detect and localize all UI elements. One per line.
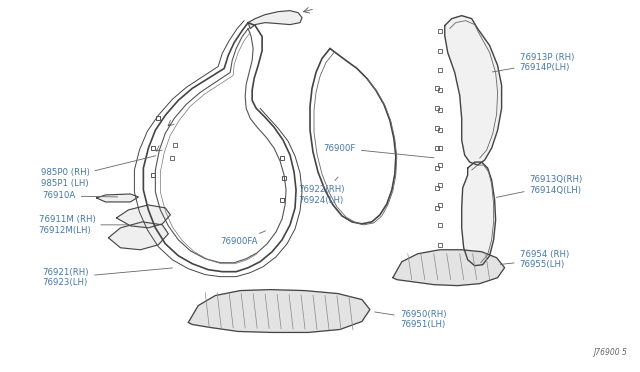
Text: 76921(RH)
76923(LH): 76921(RH) 76923(LH) <box>43 268 173 287</box>
Polygon shape <box>97 194 138 202</box>
Text: 985P0 (RH)
985P1 (LH): 985P0 (RH) 985P1 (LH) <box>40 156 156 188</box>
Polygon shape <box>116 205 170 228</box>
Text: 76913Q(RH)
76914Q(LH): 76913Q(RH) 76914Q(LH) <box>497 175 583 198</box>
Text: 76922(RH)
76924(LH): 76922(RH) 76924(LH) <box>298 177 344 205</box>
Polygon shape <box>108 222 168 250</box>
Text: 76910A: 76910A <box>43 192 118 201</box>
Text: 76913P (RH)
76914P(LH): 76913P (RH) 76914P(LH) <box>492 53 574 72</box>
Polygon shape <box>188 290 370 333</box>
Text: 76900FA: 76900FA <box>220 231 266 246</box>
Text: 76954 (RH)
76955(LH): 76954 (RH) 76955(LH) <box>500 250 569 269</box>
Text: 76950(RH)
76951(LH): 76950(RH) 76951(LH) <box>374 310 446 329</box>
Polygon shape <box>461 162 495 266</box>
Text: 76911M (RH)
76912M(LH): 76911M (RH) 76912M(LH) <box>38 215 127 235</box>
Text: J76900 5: J76900 5 <box>593 348 627 357</box>
Polygon shape <box>445 16 502 165</box>
Text: 76900F: 76900F <box>324 144 434 158</box>
Polygon shape <box>248 11 302 29</box>
Polygon shape <box>393 250 504 286</box>
